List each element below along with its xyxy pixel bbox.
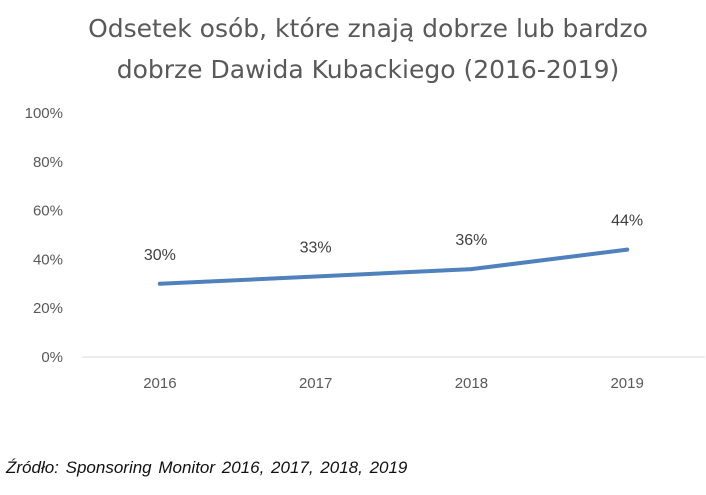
y-tick-label-20: 20% <box>33 300 63 317</box>
y-axis-tick-labels: 0% 20% 40% 60% 80% 100% <box>25 105 63 366</box>
y-tick-label-80: 80% <box>33 154 63 171</box>
x-tick-label-2019: 2019 <box>610 375 643 392</box>
series-group <box>157 247 630 286</box>
x-tick-label-2016: 2016 <box>143 375 176 392</box>
data-point-2017 <box>313 274 318 279</box>
y-tick-label-100: 100% <box>25 105 63 122</box>
chart-title-line-2: dobrze Dawida Kubackiego (2016-2019) <box>117 55 619 84</box>
series-line-0 <box>157 247 630 286</box>
data-labels: 30% 33% 36% 44% <box>144 213 643 264</box>
x-axis-tick-labels: 2016 2017 2018 2019 <box>143 375 644 392</box>
data-label-2016: 30% <box>144 247 176 264</box>
data-label-2017: 33% <box>300 239 332 256</box>
data-label-2018: 36% <box>455 232 487 249</box>
data-point-2019 <box>625 247 630 252</box>
source-note: Źródło: Sponsoring Monitor 2016, 2017, 2… <box>6 458 408 477</box>
line-chart: Odsetek osób, które znają dobrze lub bar… <box>25 14 705 392</box>
x-tick-label-2018: 2018 <box>455 375 488 392</box>
data-point-2018 <box>469 267 474 272</box>
y-tick-label-40: 40% <box>33 251 63 268</box>
chart-title-line-1: Odsetek osób, które znają dobrze lub bar… <box>88 14 648 43</box>
data-point-2016 <box>157 281 162 286</box>
y-tick-label-60: 60% <box>33 203 63 220</box>
x-tick-label-2017: 2017 <box>299 375 332 392</box>
y-tick-label-0: 0% <box>41 349 63 366</box>
data-label-2019: 44% <box>611 213 643 230</box>
